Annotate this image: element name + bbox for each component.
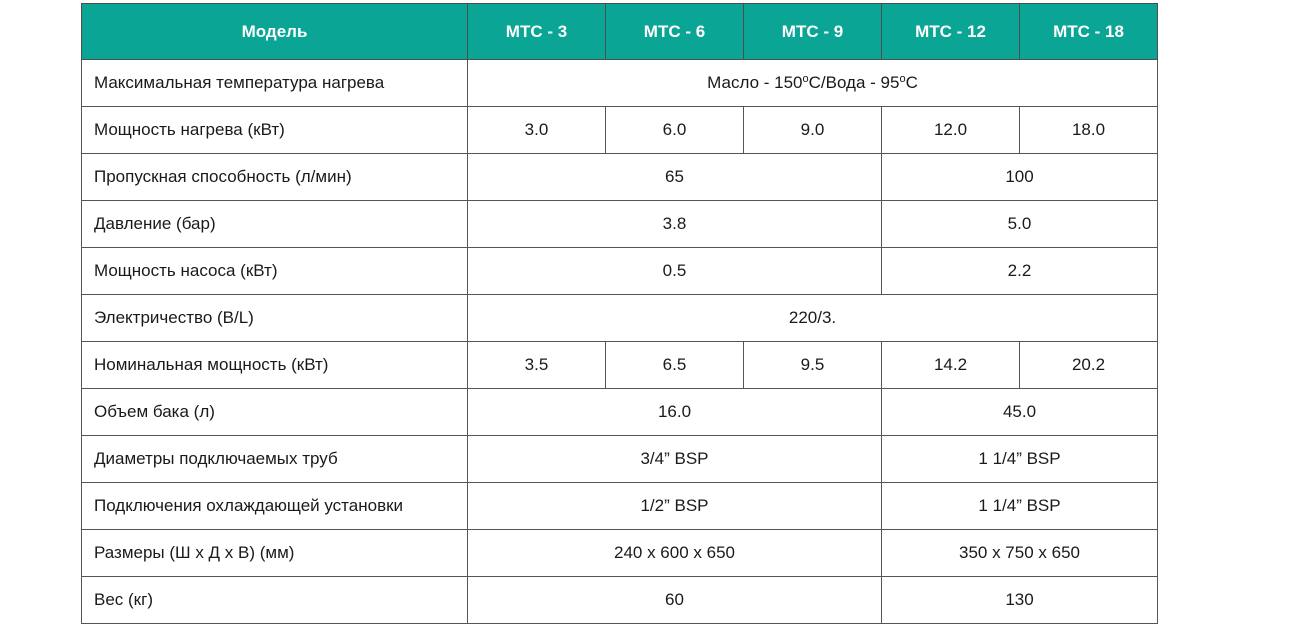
table-cell: 3.0 bbox=[467, 106, 606, 154]
table-row: Объем бака (л) 16.0 45.0 bbox=[81, 388, 1158, 436]
header-model-mtc-9: МТС - 9 bbox=[743, 3, 882, 60]
header-row: Модель МТС - 3 МТС - 6 МТС - 9 МТС - 12 … bbox=[81, 3, 1158, 60]
table-cell: 6.5 bbox=[605, 341, 744, 389]
row-label: Мощность насоса (кВт) bbox=[81, 247, 468, 295]
table-cell: 60 bbox=[467, 576, 882, 624]
row-label: Максимальная температура нагрева bbox=[81, 59, 468, 107]
table-cell: 14.2 bbox=[881, 341, 1020, 389]
degree-mark: o bbox=[802, 73, 809, 85]
header-model-label: Модель bbox=[81, 3, 468, 60]
header-model-mtc-6: МТС - 6 bbox=[605, 3, 744, 60]
table-row: Электричество (В/L) 220/3. bbox=[81, 294, 1158, 342]
spec-table-container: Модель МТС - 3 МТС - 6 МТС - 9 МТС - 12 … bbox=[81, 3, 1158, 624]
max-temp-value: Масло - 150oС/Вода - 95oС bbox=[467, 59, 1158, 107]
table-cell: 16.0 bbox=[467, 388, 882, 436]
table-cell: 1 1/4” BSP bbox=[881, 435, 1158, 483]
table-row: Размеры (Ш х Д х В) (мм) 240 х 600 х 650… bbox=[81, 529, 1158, 577]
unit-text: С bbox=[905, 73, 918, 92]
header-model-mtc-18: МТС - 18 bbox=[1019, 3, 1158, 60]
table-row: Подключения охлаждающей установки 1/2” B… bbox=[81, 482, 1158, 530]
table-row: Диаметры подключаемых труб 3/4” BSP 1 1/… bbox=[81, 435, 1158, 483]
row-label: Электричество (В/L) bbox=[81, 294, 468, 342]
spec-table: Модель МТС - 3 МТС - 6 МТС - 9 МТС - 12 … bbox=[81, 3, 1158, 624]
row-label: Вес (кг) bbox=[81, 576, 468, 624]
table-cell: 9.0 bbox=[743, 106, 882, 154]
table-cell: 9.5 bbox=[743, 341, 882, 389]
row-label: Диаметры подключаемых труб bbox=[81, 435, 468, 483]
row-label: Размеры (Ш х Д х В) (мм) bbox=[81, 529, 468, 577]
table-cell: 240 х 600 х 650 bbox=[467, 529, 882, 577]
row-label: Номинальная мощность (кВт) bbox=[81, 341, 468, 389]
table-row: Вес (кг) 60 130 bbox=[81, 576, 1158, 624]
table-cell: 20.2 bbox=[1019, 341, 1158, 389]
table-cell: 3.8 bbox=[467, 200, 882, 248]
table-cell: 220/3. bbox=[467, 294, 1158, 342]
table-cell: 45.0 bbox=[881, 388, 1158, 436]
table-cell: 1 1/4” BSP bbox=[881, 482, 1158, 530]
row-label: Давление (бар) bbox=[81, 200, 468, 248]
water-temp-text: С/Вода - 95 bbox=[808, 73, 900, 92]
table-cell: 3.5 bbox=[467, 341, 606, 389]
row-label: Подключения охлаждающей установки bbox=[81, 482, 468, 530]
row-label: Мощность нагрева (кВт) bbox=[81, 106, 468, 154]
table-cell: 5.0 bbox=[881, 200, 1158, 248]
table-row: Пропускная способность (л/мин) 65 100 bbox=[81, 153, 1158, 201]
row-label: Объем бака (л) bbox=[81, 388, 468, 436]
oil-temp-text: Масло - 150 bbox=[707, 73, 803, 92]
table-row: Мощность насоса (кВт) 0.5 2.2 bbox=[81, 247, 1158, 295]
table-cell: 1/2” BSP bbox=[467, 482, 882, 530]
table-cell: 6.0 bbox=[605, 106, 744, 154]
header-model-mtc-12: МТС - 12 bbox=[881, 3, 1020, 60]
table-row: Давление (бар) 3.8 5.0 bbox=[81, 200, 1158, 248]
row-label: Пропускная способность (л/мин) bbox=[81, 153, 468, 201]
table-cell: 0.5 bbox=[467, 247, 882, 295]
table-cell: 3/4” BSP bbox=[467, 435, 882, 483]
table-cell: 18.0 bbox=[1019, 106, 1158, 154]
table-row: Максимальная температура нагрева Масло -… bbox=[81, 59, 1158, 107]
table-cell: 350 х 750 х 650 bbox=[881, 529, 1158, 577]
table-cell: 130 bbox=[881, 576, 1158, 624]
table-row: Номинальная мощность (кВт) 3.5 6.5 9.5 1… bbox=[81, 341, 1158, 389]
header-model-mtc-3: МТС - 3 bbox=[467, 3, 606, 60]
degree-mark: o bbox=[899, 73, 906, 85]
table-cell: 2.2 bbox=[881, 247, 1158, 295]
table-cell: 65 bbox=[467, 153, 882, 201]
table-row: Мощность нагрева (кВт) 3.0 6.0 9.0 12.0 … bbox=[81, 106, 1158, 154]
table-cell: 12.0 bbox=[881, 106, 1020, 154]
table-cell: 100 bbox=[881, 153, 1158, 201]
